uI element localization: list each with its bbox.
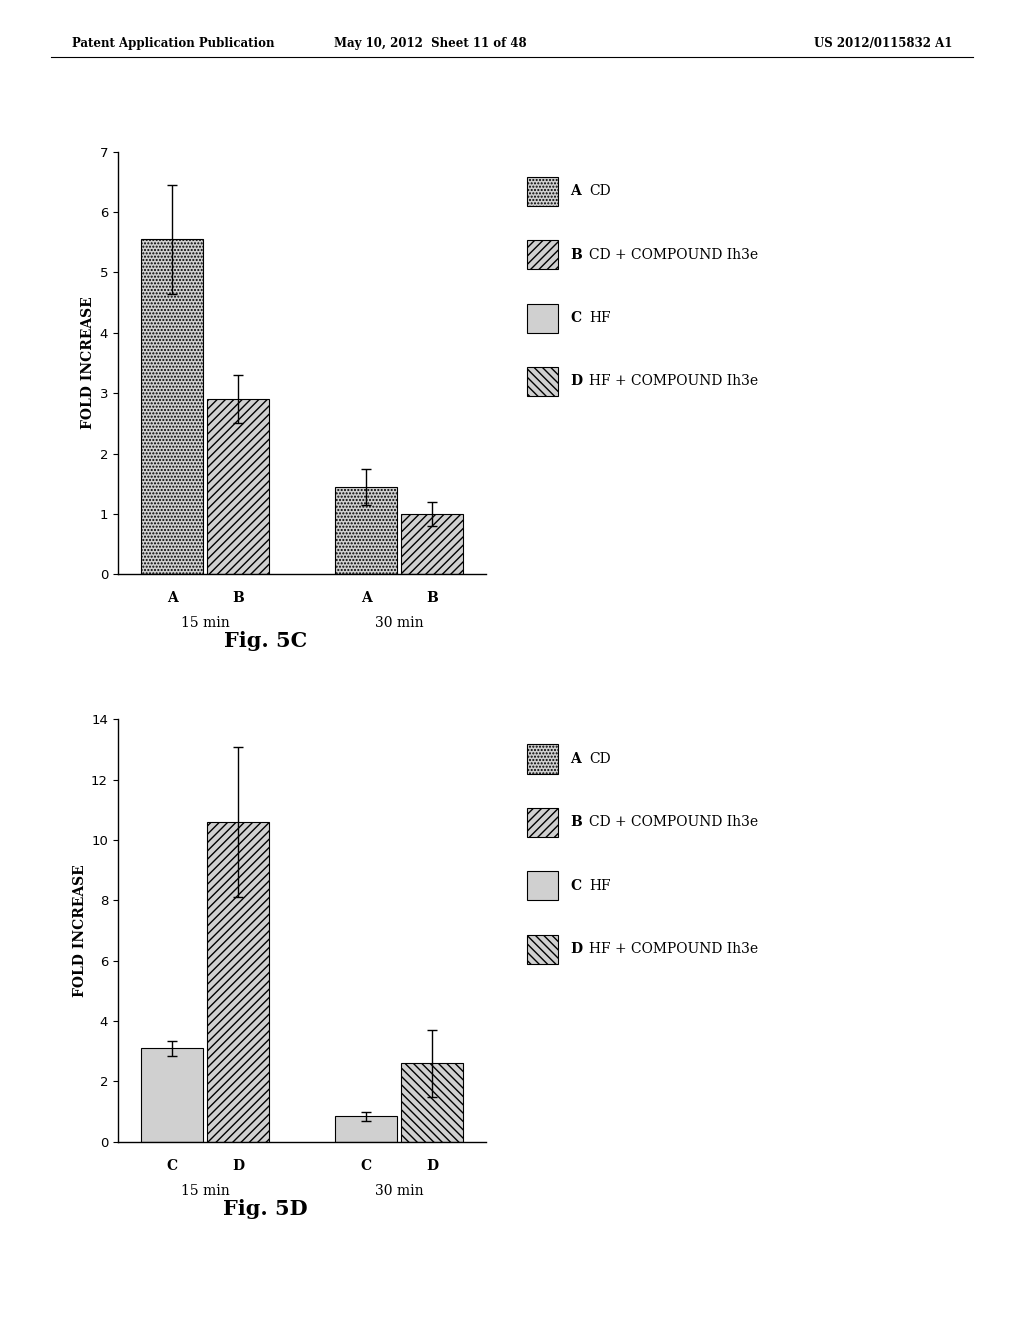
- Text: May 10, 2012  Sheet 11 of 48: May 10, 2012 Sheet 11 of 48: [334, 37, 526, 50]
- Y-axis label: FOLD INCREASE: FOLD INCREASE: [81, 297, 95, 429]
- Text: 30 min: 30 min: [375, 1184, 423, 1199]
- Text: A: A: [570, 752, 581, 766]
- Bar: [207, 822, 269, 1142]
- Bar: [335, 1117, 397, 1142]
- Bar: [141, 1048, 203, 1142]
- Text: A: A: [360, 591, 372, 605]
- Y-axis label: FOLD INCREASE: FOLD INCREASE: [73, 865, 87, 997]
- Text: CD + COMPOUND Ih3e: CD + COMPOUND Ih3e: [589, 248, 758, 261]
- Bar: [401, 513, 463, 574]
- Text: B: B: [570, 816, 582, 829]
- Text: Patent Application Publication: Patent Application Publication: [72, 37, 274, 50]
- Text: D: D: [426, 1159, 438, 1172]
- Text: CD: CD: [589, 185, 610, 198]
- Text: HF: HF: [589, 879, 610, 892]
- Text: C: C: [360, 1159, 372, 1172]
- Text: CD: CD: [589, 752, 610, 766]
- Text: Fig. 5C: Fig. 5C: [223, 631, 307, 651]
- Text: 15 min: 15 min: [180, 616, 229, 631]
- Text: D: D: [232, 1159, 244, 1172]
- Text: B: B: [232, 591, 244, 605]
- Text: CD + COMPOUND Ih3e: CD + COMPOUND Ih3e: [589, 816, 758, 829]
- Text: D: D: [570, 942, 583, 956]
- Text: B: B: [570, 248, 582, 261]
- Text: 30 min: 30 min: [375, 616, 423, 631]
- Text: B: B: [426, 591, 438, 605]
- Text: HF + COMPOUND Ih3e: HF + COMPOUND Ih3e: [589, 375, 758, 388]
- Text: 15 min: 15 min: [180, 1184, 229, 1199]
- Text: US 2012/0115832 A1: US 2012/0115832 A1: [814, 37, 952, 50]
- Text: HF: HF: [589, 312, 610, 325]
- Text: HF + COMPOUND Ih3e: HF + COMPOUND Ih3e: [589, 942, 758, 956]
- Text: A: A: [570, 185, 581, 198]
- Bar: [141, 239, 203, 574]
- Text: A: A: [167, 591, 177, 605]
- Bar: [401, 1064, 463, 1142]
- Text: C: C: [167, 1159, 177, 1172]
- Bar: [335, 487, 397, 574]
- Text: Fig. 5D: Fig. 5D: [223, 1199, 307, 1218]
- Text: D: D: [570, 375, 583, 388]
- Text: C: C: [570, 879, 582, 892]
- Bar: [207, 399, 269, 574]
- Text: C: C: [570, 312, 582, 325]
